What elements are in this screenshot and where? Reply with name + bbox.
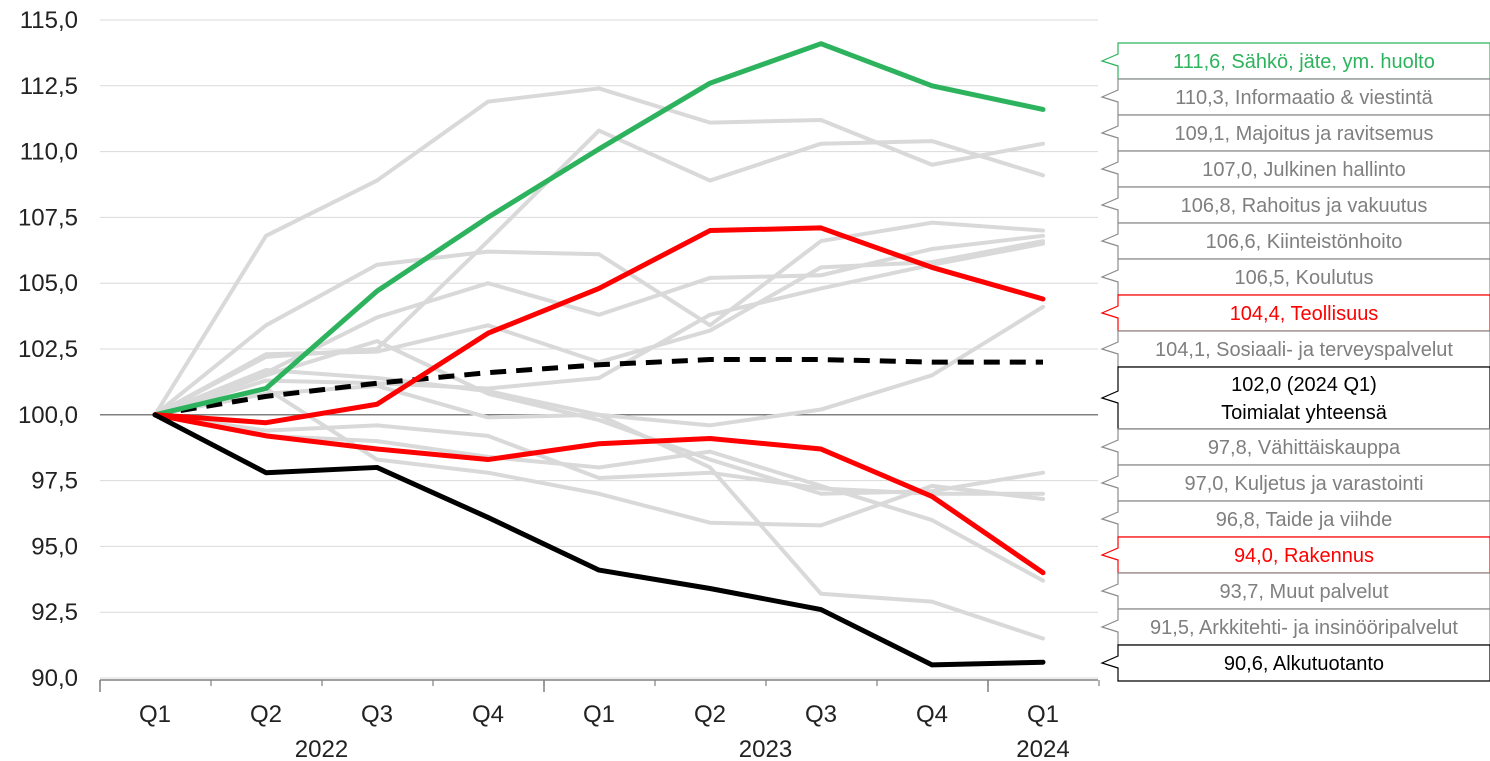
label-callout-box [1100,42,1490,80]
series-label-alkutuotanto: 90,6, Alkutuotanto [1100,644,1490,682]
y-tick-label: 112,5 [20,73,78,100]
label-callout-box [1100,644,1490,682]
series-label-toimialat-yhteensa: 102,0 (2024 Q1) Toimialat yhteensä [1100,366,1490,430]
series-line-sahko-jate-ym-huolto [152,41,1046,418]
y-tick-label: 100,0 [18,402,78,429]
label-callout-box [1100,608,1490,646]
series-line-toimialat-yhteensa [154,357,1043,418]
series-label-rahoitus-ja-vakuutus: 106,8, Rahoitus ja vakuutus [1100,186,1490,224]
x-tick-label: Q1 [1027,701,1059,728]
series-line-alkutuotanto [152,412,1046,668]
y-tick-label: 95,0 [31,533,78,560]
label-text: 97,0, Kuljetus ja varastointi [1184,473,1423,495]
label-text: 90,6, Alkutuotanto [1224,653,1384,675]
x-tick-label: Q2 [250,701,282,728]
y-axis: 90,0 92,5 95,0 97,5 100,0 102,5 105,0 107,5 110,… [18,7,78,692]
series-line-koulutus [153,241,1045,417]
label-text: 106,8, Rahoitus ja vakuutus [1181,195,1428,217]
series-label-koulutus: 106,5, Koulutus [1100,258,1490,296]
series-line-arkkitehti-ja-insinooripalvelut [153,368,1045,641]
label-text: 107,0, Julkinen hallinto [1202,159,1405,181]
series-label-arkkitehti-ja-insinooripalvelut: 91,5, Arkkitehti- ja insinööripalvelut [1100,608,1490,646]
label-text: 94,0, Rakennus [1234,545,1374,567]
series-label-vahittaiskauppa: 97,8, Vähittäiskauppa [1100,428,1490,466]
label-text: 106,6, Kiinteistönhoito [1206,231,1403,253]
series-line-kiinteistonhoito [153,239,1045,417]
series-label-teollisuus: 104,4, Teollisuus [1100,294,1490,332]
y-tick-label: 110,0 [20,139,78,166]
series-label-majoitus-ja-ravitsemus: 109,1, Majoitus ja ravitsemus [1100,114,1490,152]
x-tick-label: Q4 [916,701,948,728]
label-callout-box [1100,572,1490,610]
label-text: 97,8, Vähittäiskauppa [1208,437,1401,459]
series-label-sahko-jate-ym-huolto: 111,6, Sähkö, jäte, ym. huolto [1100,42,1490,80]
label-callout-box [1100,150,1490,188]
label-callout-box [1100,366,1490,430]
y-tick-label: 97,5 [31,468,78,495]
label-callout-box [1100,258,1490,296]
series-lines [152,41,1046,668]
series-line-julkinen-hallinto [153,220,1045,417]
label-callout-box [1100,114,1490,152]
x-year-label: 2024 [1016,736,1069,761]
series-line-informaatio-viestinta [153,86,1045,417]
y-tick-label: 115,0 [20,7,78,34]
series-line-taide-ja-viihde [153,386,1045,528]
series-label-julkinen-hallinto: 107,0, Julkinen hallinto [1100,150,1490,188]
y-tick-label: 102,5 [18,336,78,363]
label-text: 91,5, Arkkitehti- ja insinööripalvelut [1150,617,1458,639]
label-text: 104,4, Teollisuus [1230,303,1379,325]
label-text: 106,5, Koulutus [1235,267,1374,289]
label-text: 104,1, Sosiaali- ja terveyspalvelut [1155,339,1453,361]
series-label-kiinteistonhoito: 106,6, Kiinteistönhoito [1100,222,1490,260]
label-callout-box [1100,294,1490,332]
x-tick-label: Q3 [361,701,393,728]
label-text-line2: Toimialat yhteensä [1221,402,1388,424]
series-line-rakennus [152,412,1046,576]
y-tick-label: 92,5 [31,599,78,626]
label-callout-box [1100,78,1490,116]
label-text: 111,6, Sähkö, jäte, ym. huolto [1173,51,1435,73]
label-callout-box [1100,330,1490,368]
y-tick-label: 107,5 [18,204,78,231]
x-year-label: 2022 [295,736,348,761]
y-tick-label: 90,0 [31,665,78,692]
series-labels: 111,6, Sähkö, jäte, ym. huolto 110,3, Inf… [1100,42,1490,682]
x-axis: Q1 Q2 Q3 Q4 Q1 Q2 Q3 Q4 Q1 2022 2023 2024 [99,679,1100,761]
series-line-teollisuus [152,225,1046,426]
x-year-label: 2023 [739,736,792,761]
label-callout-box [1100,428,1490,466]
series-label-informaatio-viestinta: 110,3, Informaatio & viestintä [1100,78,1490,116]
series-label-taide-ja-viihde: 96,8, Taide ja viihde [1100,500,1490,538]
label-callout-box [1100,464,1490,502]
series-label-sosiaali-ja-terveyspalvelut: 104,1, Sosiaali- ja terveyspalvelut [1100,330,1490,368]
x-tick-label: Q1 [139,701,171,728]
x-tick-label: Q1 [583,701,615,728]
y-tick-label: 105,0 [18,270,78,297]
label-text: 102,0 (2024 Q1) [1231,374,1377,396]
label-callout-box [1100,500,1490,538]
label-text: 96,8, Taide ja viihde [1216,509,1392,531]
label-text: 110,3, Informaatio & viestintä [1175,87,1433,109]
x-tick-label: Q2 [694,701,726,728]
label-text: 93,7, Muut palvelut [1220,581,1389,603]
x-tick-label: Q3 [805,701,837,728]
series-label-muut-palvelut: 93,7, Muut palvelut [1100,572,1490,610]
series-line-kuljetus-ja-varastointi [153,412,1045,496]
label-callout-box [1100,536,1490,574]
series-line-muut-palvelut [153,412,1045,583]
gridlines [100,19,1098,679]
series-label-rakennus: 94,0, Rakennus [1100,536,1490,574]
label-callout-box [1100,186,1490,224]
label-text: 109,1, Majoitus ja ravitsemus [1174,123,1433,145]
x-tick-label: Q4 [472,701,504,728]
label-callout-box [1100,222,1490,260]
series-label-kuljetus-ja-varastointi: 97,0, Kuljetus ja varastointi [1100,464,1490,502]
